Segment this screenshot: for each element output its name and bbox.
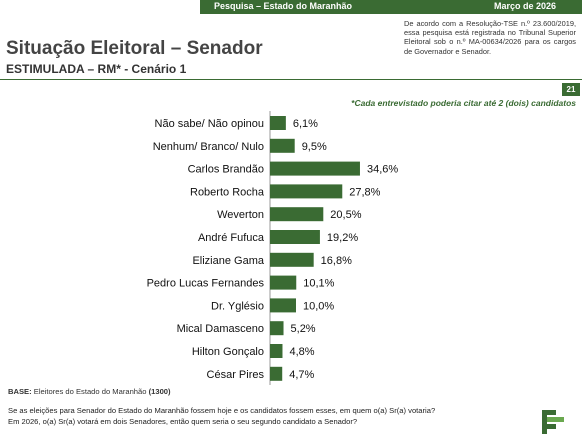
bar [270, 252, 314, 267]
header-divider [0, 79, 582, 94]
value-label: 4,7% [289, 369, 314, 381]
page-subtitle: ESTIMULADA – RM* - Cenário 1 [6, 62, 187, 76]
value-label: 19,2% [327, 232, 358, 244]
page-number: 21 [562, 83, 580, 96]
category-label: Dr. Yglésio [211, 300, 264, 312]
category-label: André Fufuca [198, 232, 265, 244]
category-label: Pedro Lucas Fernandes [147, 278, 265, 290]
value-label: 27,8% [349, 186, 380, 198]
bar [270, 344, 283, 358]
category-label: Não sabe/ Não opinou [155, 118, 264, 130]
bar [270, 298, 296, 313]
question-1: Se as eleições para Senador do Estado do… [8, 406, 436, 415]
base-count: (1300) [148, 387, 171, 396]
bar [270, 116, 286, 130]
bar [270, 321, 284, 336]
value-label: 9,5% [302, 141, 327, 153]
bar [270, 230, 320, 244]
bar [270, 366, 283, 381]
bar [270, 161, 360, 176]
bar [270, 138, 295, 153]
category-label: Eliziane Gama [192, 255, 264, 267]
value-label: 10,0% [303, 300, 334, 312]
category-label: Hilton Gonçalo [192, 346, 264, 358]
base-label: BASE: [8, 387, 32, 396]
category-label: César Pires [207, 369, 265, 381]
survey-questions: Se as eleições para Senador do Estado do… [8, 406, 528, 427]
base-info: BASE: Eleitores do Estado do Maranhão (1… [8, 387, 171, 396]
category-label: Weverton [217, 209, 264, 221]
brand-logo-icon [542, 410, 564, 434]
value-label: 4,8% [289, 346, 314, 358]
legal-notice: De acordo com a Resolução-TSE n.º 23.600… [404, 19, 576, 56]
survey-label: Pesquisa – Estado do Maranhão [214, 1, 353, 11]
category-label: Mical Damasceno [177, 323, 264, 335]
bar [270, 275, 297, 290]
value-label: 34,6% [367, 164, 398, 176]
value-label: 10,1% [303, 278, 334, 290]
page-title: Situação Eleitoral – Senador [6, 38, 263, 59]
bar-chart: Não sabe/ Não opinou 6,1% Nenhum/ Branco/ … [147, 111, 398, 385]
bar [270, 184, 343, 199]
date-label: Março de 2026 [494, 1, 557, 11]
question-2: Em 2026, o(a) Sr(a) votará em dois Senad… [8, 416, 358, 426]
value-label: 20,5% [330, 209, 361, 221]
category-label: Carlos Brandão [188, 164, 264, 176]
value-label: 6,1% [293, 118, 318, 130]
top-banner: Pesquisa – Estado do Maranhão Março de 2… [200, 0, 582, 14]
value-label: 5,2% [291, 323, 316, 335]
value-label: 16,8% [321, 255, 352, 267]
bar [270, 207, 324, 222]
category-label: Nenhum/ Branco/ Nulo [153, 141, 264, 153]
respondent-note: *Cada entrevistado poderia citar até 2 (… [351, 98, 576, 108]
category-label: Roberto Rocha [190, 186, 265, 198]
base-text: Eleitores do Estado do Maranhão [33, 387, 147, 396]
